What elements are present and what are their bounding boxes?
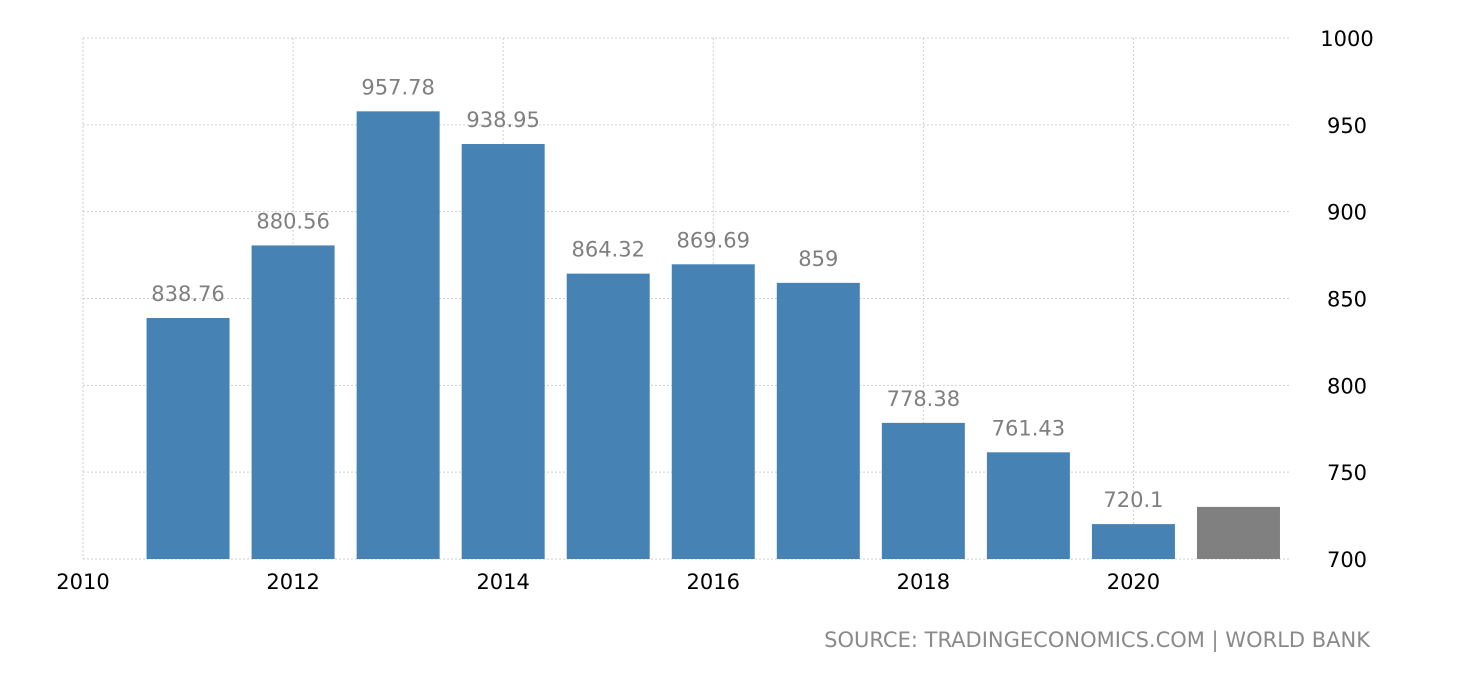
bar-value-label: 869.69 xyxy=(677,228,750,252)
x-tick-label: 2012 xyxy=(266,570,319,594)
bars xyxy=(146,111,1280,559)
y-tick-label: 700 xyxy=(1327,548,1367,572)
bar-value-label: 761.43 xyxy=(992,416,1065,440)
source-note: SOURCE: TRADINGECONOMICS.COM | WORLD BAN… xyxy=(824,628,1370,652)
bar-value-label: 938.95 xyxy=(466,108,539,132)
bar xyxy=(1091,524,1175,559)
x-axis: 2010 2012 2014 2016 2018 2020 xyxy=(56,570,1160,594)
y-tick-label: 750 xyxy=(1327,461,1367,485)
bar xyxy=(146,318,230,559)
bar xyxy=(251,245,335,559)
bar-value-label: 838.76 xyxy=(151,282,224,306)
bar-value-label: 864.32 xyxy=(571,238,644,262)
bar-value-label: 778.38 xyxy=(887,387,960,411)
bar xyxy=(671,264,755,559)
y-tick-label: 900 xyxy=(1327,201,1367,225)
y-axis: 700 750 800 850 900 950 1000 xyxy=(1320,27,1373,572)
bar xyxy=(776,282,860,559)
bar xyxy=(356,111,440,559)
x-tick-label: 2014 xyxy=(476,570,529,594)
y-tick-label: 800 xyxy=(1327,374,1367,398)
bar xyxy=(881,422,965,559)
bar xyxy=(986,452,1070,559)
y-tick-label: 850 xyxy=(1327,288,1367,312)
bar-value-label: 880.56 xyxy=(256,209,329,233)
data-labels: 838.76 880.56 957.78 938.95 864.32 869.69 859 7… xyxy=(151,75,1163,512)
bar-value-label: 859 xyxy=(798,247,838,271)
bar xyxy=(1196,506,1280,559)
y-tick-label: 950 xyxy=(1327,114,1367,138)
x-tick-label: 2016 xyxy=(687,570,740,594)
x-tick-label: 2018 xyxy=(897,570,950,594)
bar xyxy=(461,144,545,559)
bar-value-label: 957.78 xyxy=(361,75,434,99)
x-tick-label: 2010 xyxy=(56,570,109,594)
x-tick-label: 2020 xyxy=(1107,570,1160,594)
y-tick-label: 1000 xyxy=(1320,27,1373,51)
bar xyxy=(566,273,650,559)
bar-value-label: 720.1 xyxy=(1103,488,1163,512)
